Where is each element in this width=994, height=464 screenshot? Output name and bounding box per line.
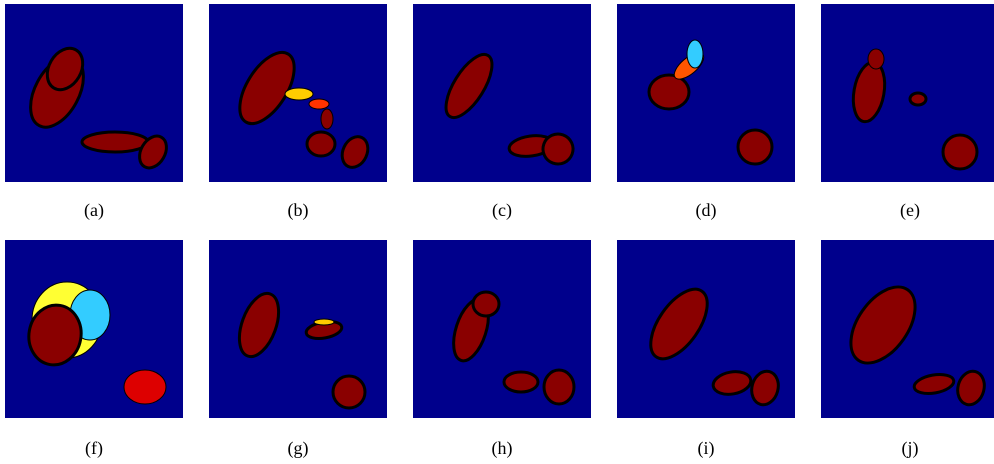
region xyxy=(956,369,986,407)
image-panel xyxy=(821,4,994,182)
region xyxy=(542,368,576,406)
panel-label: (i) xyxy=(697,438,715,458)
region xyxy=(284,87,314,101)
image-panel xyxy=(209,240,387,418)
region xyxy=(320,108,334,130)
panel-label: (d) xyxy=(695,200,717,220)
region xyxy=(313,318,335,326)
image-panel xyxy=(617,240,795,418)
panel-label: (b) xyxy=(287,200,309,220)
panel-label: (c) xyxy=(492,200,512,220)
region xyxy=(123,369,167,405)
region xyxy=(541,132,575,166)
image-panel xyxy=(5,240,183,418)
image-panel xyxy=(617,4,795,182)
region xyxy=(444,52,494,120)
region xyxy=(941,133,979,171)
image-panel xyxy=(5,4,183,182)
region xyxy=(686,39,704,69)
panel-label: (a) xyxy=(84,200,104,220)
region xyxy=(647,73,691,111)
panel-label: (h) xyxy=(491,438,513,458)
region xyxy=(331,374,367,410)
image-panel xyxy=(821,240,994,418)
region xyxy=(238,50,296,126)
image-panel xyxy=(209,4,387,182)
region xyxy=(649,287,709,361)
panel-label: (e) xyxy=(900,200,920,220)
image-panel xyxy=(413,4,591,182)
region xyxy=(908,91,928,107)
region xyxy=(736,128,774,166)
panel-label: (f) xyxy=(85,438,103,458)
region xyxy=(849,285,917,365)
region xyxy=(750,369,780,407)
region xyxy=(471,290,501,318)
panel-label: (g) xyxy=(287,438,309,458)
region xyxy=(502,370,540,394)
panel-label: (j) xyxy=(901,438,919,458)
region xyxy=(867,48,885,70)
region xyxy=(80,130,150,154)
region xyxy=(340,135,370,169)
region xyxy=(27,303,83,367)
region xyxy=(912,372,956,396)
region xyxy=(711,370,753,396)
image-panel xyxy=(413,240,591,418)
region xyxy=(138,134,168,170)
region xyxy=(237,291,281,359)
region xyxy=(305,130,337,158)
region xyxy=(308,98,330,110)
region xyxy=(45,46,85,92)
